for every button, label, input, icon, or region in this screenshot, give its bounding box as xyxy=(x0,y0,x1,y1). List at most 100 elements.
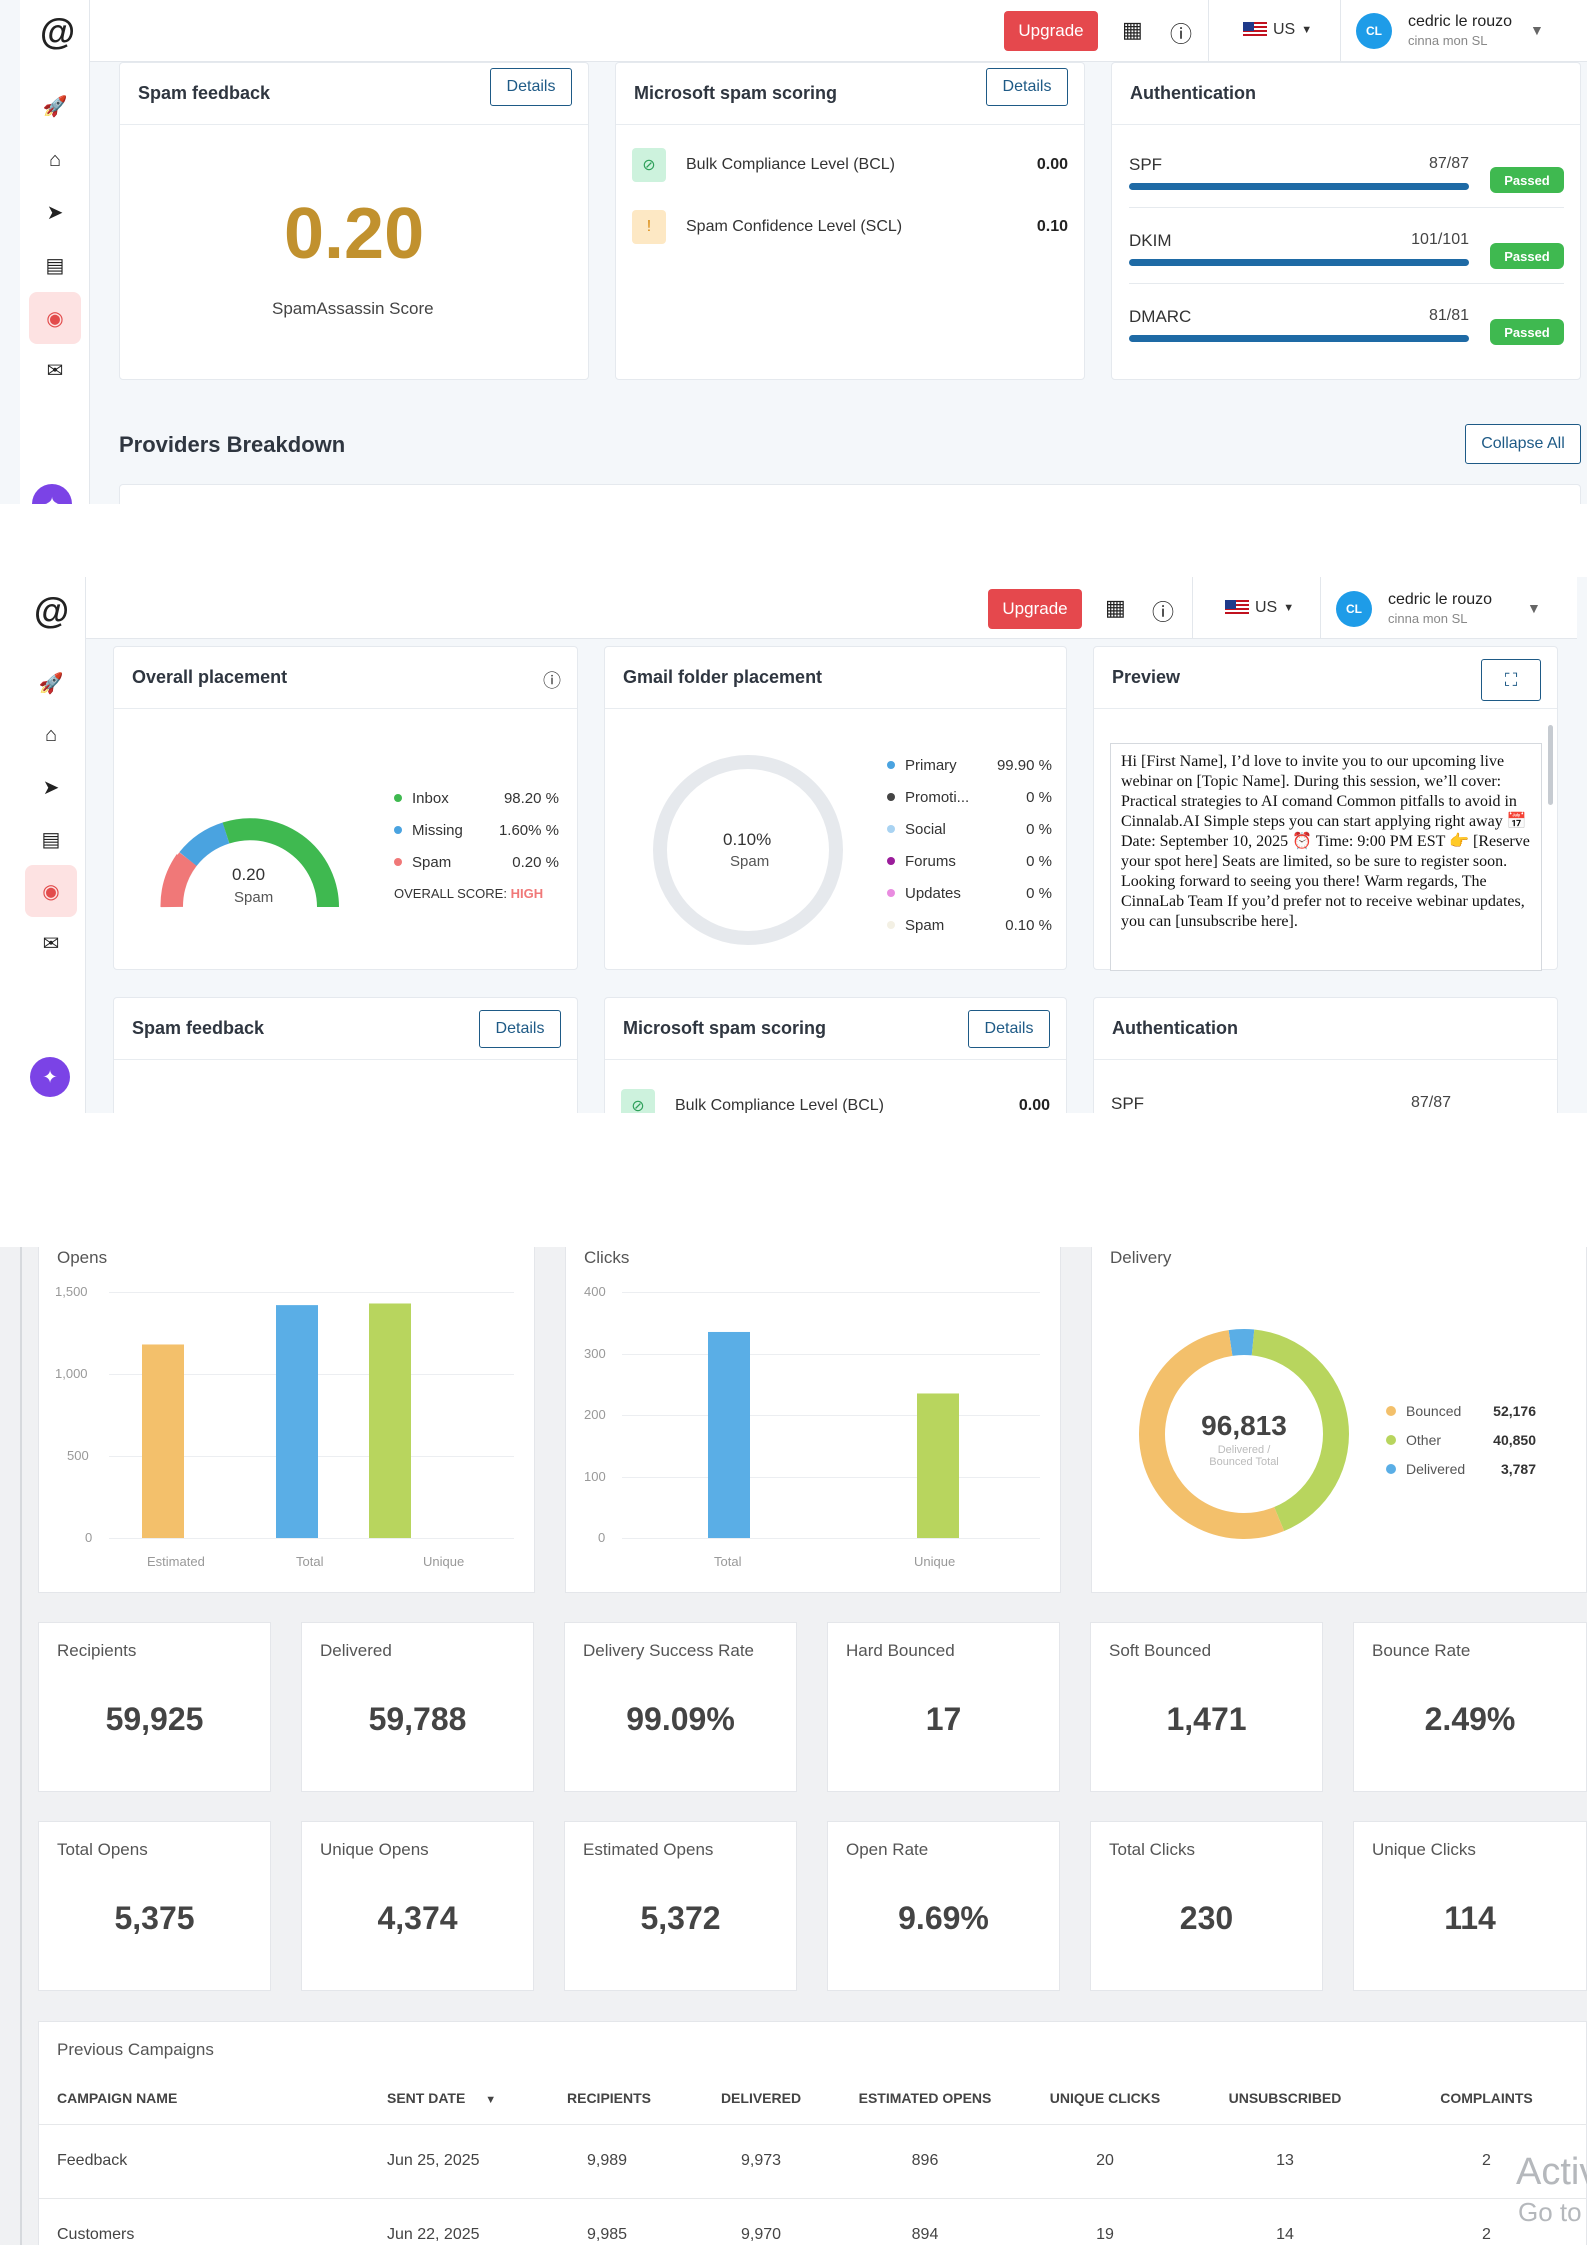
overall-score-value: HIGH xyxy=(510,886,544,901)
legend-item: Promoti... 0 % xyxy=(887,781,1052,813)
column-header[interactable]: ESTIMATED OPENS xyxy=(825,2072,1025,2125)
rocket-icon[interactable]: 🚀 xyxy=(42,95,68,118)
ai-assistant-button[interactable]: ✦ xyxy=(32,484,72,504)
rocket-icon[interactable]: 🚀 xyxy=(38,672,64,695)
sort-down-icon[interactable]: ▼ xyxy=(485,2093,497,2106)
upgrade-button[interactable]: Upgrade xyxy=(988,589,1082,629)
gridline xyxy=(109,1292,514,1293)
details-button[interactable]: Details xyxy=(968,1010,1050,1048)
preview-scrollbar[interactable] xyxy=(1548,725,1553,805)
email-preview[interactable]: Hi [First Name], I’d love to invite you … xyxy=(1110,743,1542,971)
dkim-row: DKIM 101/101 Passed xyxy=(1129,231,1564,291)
home-icon[interactable]: ⌂ xyxy=(48,148,62,171)
column-header[interactable]: UNSUBSCRIBED xyxy=(1185,2072,1385,2125)
cell-delivered: 9,970 xyxy=(697,2198,825,2245)
bar-unique[interactable] xyxy=(369,1303,411,1538)
table-row[interactable]: Feedback Jun 25, 2025 9,989 9,973 896 20… xyxy=(39,2124,1587,2199)
send-icon[interactable]: ➤ xyxy=(46,201,64,224)
app-logo[interactable]: @ xyxy=(34,590,70,631)
apps-grid-icon[interactable]: ▦ xyxy=(1122,17,1143,42)
overall-score: OVERALL SCORE: HIGH xyxy=(394,886,559,901)
authentication-screenshot: Upgrade ▦ ⓘ US ▼ CL cedric le rouzo cinn… xyxy=(0,0,1587,504)
ai-assistant-button[interactable]: ✦ xyxy=(30,1057,70,1097)
bar-unique[interactable] xyxy=(917,1393,959,1538)
placement-gauge xyxy=(160,818,339,908)
cell-campaign-name[interactable]: Customers xyxy=(39,2198,387,2245)
details-button[interactable]: Details xyxy=(490,68,572,106)
card-title: Microsoft spam scoring xyxy=(634,83,838,103)
deliverability-icon[interactable]: ◉ xyxy=(25,865,77,917)
gauge-value: 0.20 xyxy=(232,865,266,884)
auth-progress-bar xyxy=(1129,259,1469,266)
user-name[interactable]: cedric le rouzo xyxy=(1408,13,1513,30)
inbox-settings-icon[interactable]: ✉ xyxy=(46,359,64,382)
fullscreen-button[interactable]: ⛶ xyxy=(1481,659,1541,701)
spf-row: SPF 87/87 xyxy=(1111,1094,1541,1113)
apps-grid-icon[interactable]: ▦ xyxy=(1105,595,1126,620)
legend-item: Delivered 3,787 xyxy=(1386,1454,1536,1483)
column-header-sent-date[interactable]: SENT DATE ▼ xyxy=(387,2072,567,2125)
column-header[interactable]: COMPLAINTS xyxy=(1385,2072,1587,2125)
column-header[interactable]: UNIQUE CLICKS xyxy=(1025,2072,1185,2125)
legend-name: Forums xyxy=(905,852,956,870)
dashboard-icon[interactable]: ▤ xyxy=(45,254,65,277)
bar-estimated[interactable] xyxy=(142,1344,184,1538)
donut-center-value: 0.10% xyxy=(723,830,772,849)
help-icon[interactable]: ⓘ xyxy=(1170,22,1193,47)
activation-watermark-line2: Go to xyxy=(1518,2197,1582,2227)
clicks-chart-card: Clicks 400 300 200 100 0 Total Unique xyxy=(565,1247,1061,1593)
card-title: Spam feedback xyxy=(132,1018,265,1038)
legend-value: 0 % xyxy=(1026,820,1052,838)
overall-score-prefix: OVERALL SCORE: xyxy=(394,886,507,901)
avatar[interactable]: CL xyxy=(1356,13,1392,49)
auth-progress-fill xyxy=(1129,183,1469,190)
column-header[interactable]: CAMPAIGN NAME xyxy=(39,2072,387,2125)
send-icon[interactable]: ➤ xyxy=(42,776,60,799)
locale-selector[interactable]: US ▼ xyxy=(1225,599,1294,617)
cell-campaign-name[interactable]: Feedback xyxy=(39,2124,387,2199)
upgrade-button[interactable]: Upgrade xyxy=(1004,11,1098,51)
auth-name: SPF xyxy=(1111,1094,1145,1113)
card-title: Authentication xyxy=(1130,83,1256,103)
locale-selector[interactable]: US ▼ xyxy=(1243,21,1312,39)
column-header[interactable]: RECIPIENTS xyxy=(567,2072,697,2125)
legend-value: 3,787 xyxy=(1500,1460,1536,1477)
deliverability-icon[interactable]: ◉ xyxy=(29,292,81,344)
stat-label: Hard Bounced xyxy=(846,1641,955,1660)
bar-total[interactable] xyxy=(708,1331,750,1538)
bar-total[interactable] xyxy=(276,1305,318,1538)
avatar[interactable]: CL xyxy=(1336,591,1372,627)
info-icon[interactable]: ⓘ xyxy=(543,671,561,691)
legend-item: Bounced 52,176 xyxy=(1386,1396,1536,1425)
user-menu-caret-icon[interactable]: ▼ xyxy=(1527,600,1541,616)
slice-other[interactable] xyxy=(1251,1329,1349,1532)
help-icon[interactable]: ⓘ xyxy=(1152,600,1175,625)
table-row[interactable]: Customers Jun 22, 2025 9,985 9,970 894 1… xyxy=(39,2198,1587,2245)
app-logo[interactable]: @ xyxy=(40,11,76,52)
column-header-label: SENT DATE xyxy=(387,2089,466,2106)
stat-value: 59,788 xyxy=(368,1701,467,1737)
stat-card: Hard Bounced 17 xyxy=(827,1622,1060,1792)
inbox-settings-icon[interactable]: ✉ xyxy=(42,932,60,955)
home-icon[interactable]: ⌂ xyxy=(44,723,58,746)
dashboard-icon[interactable]: ▤ xyxy=(41,828,61,851)
auth-score: 101/101 xyxy=(1411,231,1469,248)
stat-label: Bounce Rate xyxy=(1372,1641,1471,1660)
slice-bounced[interactable] xyxy=(1139,1330,1285,1539)
opens-bars xyxy=(142,1303,411,1538)
user-menu-caret-icon[interactable]: ▼ xyxy=(1530,22,1544,38)
details-button[interactable]: Details xyxy=(986,68,1068,106)
slice-delivered[interactable] xyxy=(1228,1329,1255,1356)
card-header: Microsoft spam scoring Details xyxy=(616,63,1084,125)
collapse-all-button[interactable]: Collapse All xyxy=(1465,424,1581,464)
cell-complaints: 2 xyxy=(1385,2198,1587,2245)
details-button[interactable]: Details xyxy=(479,1010,561,1048)
campaigns-table: CAMPAIGN NAME SENT DATE ▼ RECIPIENTS DEL… xyxy=(39,2072,1587,2245)
top-bar: Upgrade ▦ ⓘ US ▼ CL cedric le rouzo cinn… xyxy=(20,0,1587,62)
column-header[interactable]: DELIVERED xyxy=(697,2072,825,2125)
card-header: Preview ⛶ xyxy=(1094,647,1557,709)
legend-item: Missing 1.60% % xyxy=(394,814,559,846)
stat-card: Recipients 59,925 xyxy=(38,1622,271,1792)
stat-card: Estimated Opens 5,372 xyxy=(564,1821,797,1991)
user-name[interactable]: cedric le rouzo xyxy=(1388,591,1493,608)
